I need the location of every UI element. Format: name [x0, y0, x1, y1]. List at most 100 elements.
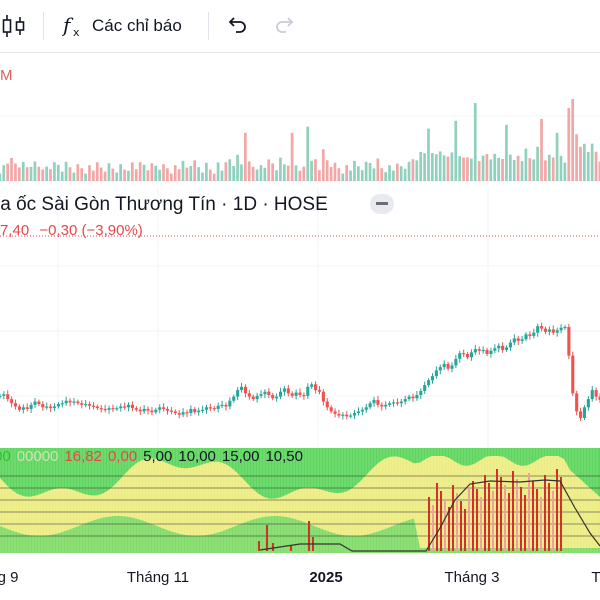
candle — [302, 395, 306, 397]
candle — [434, 370, 438, 377]
osc-value-7: 15,00 — [221, 448, 260, 465]
oscillator-bar — [472, 481, 474, 551]
volume-bar — [567, 108, 571, 181]
candle — [481, 349, 485, 352]
volume-bar — [14, 163, 17, 181]
candle — [356, 411, 360, 414]
candle — [376, 399, 380, 405]
volume-bar — [21, 161, 25, 181]
candle — [91, 405, 96, 407]
candle — [25, 407, 29, 409]
volume-bar — [583, 143, 586, 181]
candle — [204, 407, 209, 410]
candle — [282, 388, 286, 392]
candle — [407, 396, 411, 400]
volume-bar — [442, 155, 446, 181]
candle — [399, 401, 403, 404]
volume-bar — [111, 168, 115, 181]
candle — [212, 408, 216, 410]
oscillator-bar — [528, 473, 530, 551]
volume-bar — [138, 162, 142, 181]
candle — [189, 408, 193, 414]
candle — [317, 390, 322, 392]
candle — [547, 329, 551, 332]
volume-bar — [598, 161, 600, 181]
volume-bar — [224, 162, 228, 181]
candle — [411, 396, 415, 399]
volume-bar — [540, 119, 543, 181]
volume-bar — [423, 153, 426, 181]
volume-bar — [360, 170, 364, 181]
candle — [524, 334, 528, 340]
volume-bar — [349, 170, 352, 181]
candle — [56, 404, 60, 407]
volume-bar — [458, 156, 462, 181]
candle — [532, 332, 536, 336]
time-axis[interactable]: g 9 Tháng 11 2025 Tháng 3 T — [0, 553, 600, 600]
candlestick-icon — [2, 15, 25, 37]
candle — [298, 392, 302, 395]
redo-button[interactable] — [272, 0, 298, 52]
volume-bar — [446, 156, 450, 181]
legend-more-button[interactable] — [370, 194, 394, 214]
volume-bar — [470, 158, 473, 181]
candle — [33, 401, 37, 405]
candle — [462, 353, 466, 355]
volume-bar — [255, 169, 259, 181]
indicators-button[interactable]: f x Các chỉ báo — [62, 0, 182, 52]
volume-bar — [477, 161, 481, 181]
volume-bar — [368, 163, 372, 181]
volume-bar — [341, 173, 345, 181]
candle — [88, 404, 92, 406]
volume-bar — [185, 167, 189, 181]
candle — [60, 403, 64, 405]
volume-bar — [286, 165, 290, 181]
candle — [271, 395, 275, 399]
volume-bar — [2, 165, 6, 181]
candle — [247, 393, 251, 397]
candle — [243, 386, 247, 394]
volume-bar — [173, 165, 177, 181]
oscillator-bar — [552, 491, 554, 551]
candle — [582, 407, 587, 418]
undo-button[interactable] — [224, 0, 250, 52]
candle — [579, 411, 583, 418]
volume-pane[interactable]: M — [0, 53, 600, 188]
candle — [17, 406, 21, 410]
volume-bar — [251, 166, 255, 181]
fx-icon: f x — [62, 13, 80, 39]
oscillator-bar — [452, 485, 454, 551]
candle — [415, 395, 419, 399]
volume-bar — [427, 128, 430, 181]
candle — [586, 399, 590, 408]
candle — [430, 376, 435, 381]
candle — [567, 326, 571, 356]
volume-bar — [384, 172, 387, 181]
volume-bar — [263, 167, 267, 181]
candle — [150, 410, 154, 413]
candle — [469, 352, 474, 358]
volume-bar — [501, 159, 504, 181]
volume-bar — [41, 169, 45, 181]
volume-bar — [306, 126, 310, 181]
candle — [473, 349, 477, 353]
candle — [504, 347, 509, 350]
volume-bar — [107, 163, 111, 181]
volume-bar — [454, 120, 458, 181]
candle — [103, 408, 107, 411]
volume-bar — [337, 168, 341, 181]
candle — [134, 408, 138, 410]
volume-bar — [134, 169, 138, 181]
oscillator-bar — [436, 483, 438, 551]
volume-bar — [259, 165, 263, 181]
indicators-label: Các chỉ báo — [92, 16, 182, 35]
oscillator-bar — [492, 491, 494, 551]
chart-type-button[interactable] — [0, 0, 30, 52]
time-tick: Tháng 3 — [444, 569, 500, 586]
price-pane[interactable]: ịa ốc Sài Gòn Thương Tín · 1D · HOSE 7,4… — [0, 188, 600, 448]
volume-bar — [181, 160, 185, 181]
candle — [251, 396, 255, 400]
volume-bar — [318, 170, 321, 181]
volume-bar — [594, 151, 598, 181]
